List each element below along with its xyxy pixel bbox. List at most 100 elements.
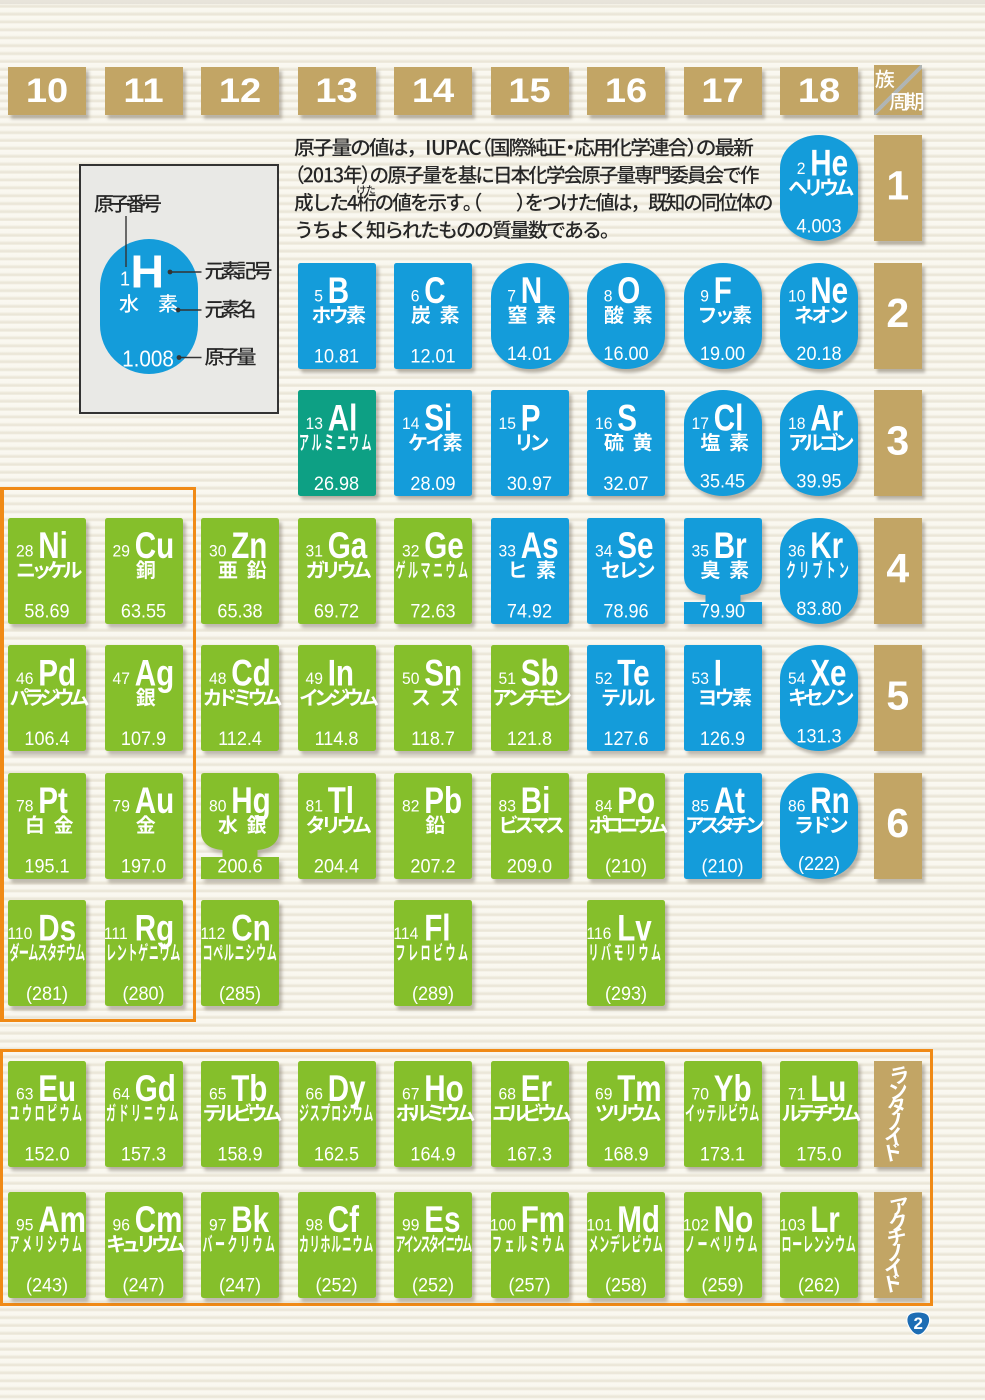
svg-text:13: 13 <box>315 71 357 110</box>
svg-text:164.9: 164.9 <box>410 1143 455 1165</box>
svg-text:49: 49 <box>306 670 323 688</box>
svg-text:Te: Te <box>617 653 649 694</box>
svg-text:107.9: 107.9 <box>121 728 166 750</box>
svg-text:127.6: 127.6 <box>603 728 648 750</box>
svg-text:Si: Si <box>424 398 452 439</box>
svg-text:29: 29 <box>113 542 130 560</box>
svg-text:16.00: 16.00 <box>603 343 648 365</box>
svg-text:Se: Se <box>617 526 653 567</box>
svg-text:152.0: 152.0 <box>24 1143 69 1165</box>
svg-text:69: 69 <box>595 1085 612 1103</box>
svg-text:(289): (289) <box>412 983 454 1005</box>
svg-text:67: 67 <box>402 1085 419 1103</box>
svg-text:34: 34 <box>595 542 612 560</box>
svg-text:28.09: 28.09 <box>410 473 455 495</box>
svg-text:Al: Al <box>328 398 358 439</box>
svg-text:12.01: 12.01 <box>410 345 455 367</box>
svg-text:18: 18 <box>788 415 805 433</box>
svg-text:65: 65 <box>209 1085 226 1103</box>
svg-text:63.55: 63.55 <box>121 600 166 622</box>
svg-text:Bi: Bi <box>521 781 551 822</box>
svg-text:12: 12 <box>219 71 261 110</box>
svg-text:H: H <box>131 246 165 298</box>
svg-text:15: 15 <box>499 415 516 433</box>
svg-text:110: 110 <box>7 925 32 943</box>
svg-text:(293): (293) <box>605 983 647 1005</box>
svg-text:(210): (210) <box>701 855 743 877</box>
svg-text:11: 11 <box>123 71 163 110</box>
svg-text:F: F <box>714 271 732 312</box>
svg-text:Lu: Lu <box>810 1069 846 1110</box>
svg-text:Br: Br <box>714 526 747 567</box>
svg-text:28: 28 <box>16 542 33 560</box>
svg-text:95: 95 <box>16 1216 33 1234</box>
svg-text:Ar: Ar <box>810 398 843 439</box>
svg-text:Au: Au <box>135 781 174 822</box>
svg-text:2: 2 <box>797 160 806 178</box>
svg-text:Ds: Ds <box>38 908 76 949</box>
svg-text:Zn: Zn <box>231 526 267 567</box>
svg-text:20.18: 20.18 <box>796 343 841 365</box>
svg-text:7: 7 <box>507 287 516 305</box>
svg-text:31: 31 <box>306 542 323 560</box>
svg-text:86: 86 <box>788 797 805 815</box>
svg-text:197.0: 197.0 <box>121 855 166 877</box>
svg-text:Sn: Sn <box>424 653 462 694</box>
svg-text:Dy: Dy <box>328 1069 366 1110</box>
svg-text:83.80: 83.80 <box>796 598 841 620</box>
svg-text:35: 35 <box>692 542 709 560</box>
svg-text:S: S <box>617 398 637 439</box>
svg-text:2: 2 <box>913 1314 922 1333</box>
svg-text:79.90: 79.90 <box>700 600 745 622</box>
svg-text:58.69: 58.69 <box>24 600 69 622</box>
svg-text:5: 5 <box>886 673 909 719</box>
svg-text:53: 53 <box>692 670 709 688</box>
svg-text:101: 101 <box>586 1216 612 1234</box>
svg-text:10: 10 <box>788 287 805 305</box>
svg-text:207.2: 207.2 <box>410 855 455 877</box>
svg-text:Cm: Cm <box>135 1200 183 1241</box>
svg-text:50: 50 <box>402 670 419 688</box>
svg-text:(285): (285) <box>219 983 261 1005</box>
svg-text:B: B <box>328 271 349 312</box>
svg-text:Ne: Ne <box>810 271 848 312</box>
svg-text:14.01: 14.01 <box>507 343 552 365</box>
svg-text:Lr: Lr <box>810 1200 840 1241</box>
svg-text:103: 103 <box>779 1216 805 1234</box>
svg-text:(280): (280) <box>122 983 164 1005</box>
svg-text:Rn: Rn <box>810 781 849 822</box>
svg-text:71: 71 <box>788 1085 805 1103</box>
svg-text:16: 16 <box>605 71 647 110</box>
svg-text:In: In <box>328 653 354 694</box>
svg-text:Pt: Pt <box>38 781 68 822</box>
svg-text:(252): (252) <box>315 1274 357 1296</box>
svg-text:Ag: Ag <box>135 653 174 694</box>
svg-text:1.008: 1.008 <box>122 345 174 371</box>
svg-text:Er: Er <box>521 1069 552 1110</box>
svg-text:Po: Po <box>617 781 655 822</box>
svg-text:26.98: 26.98 <box>314 473 359 495</box>
svg-text:121.8: 121.8 <box>507 728 552 750</box>
svg-text:9: 9 <box>700 287 709 305</box>
svg-text:65.38: 65.38 <box>217 600 262 622</box>
svg-text:80: 80 <box>209 797 226 815</box>
svg-text:74.92: 74.92 <box>507 600 552 622</box>
svg-text:82: 82 <box>402 797 419 815</box>
svg-text:2: 2 <box>886 290 909 336</box>
svg-text:78: 78 <box>16 797 33 815</box>
svg-text:66: 66 <box>306 1085 323 1103</box>
svg-text:14: 14 <box>402 415 419 433</box>
svg-text:99: 99 <box>402 1216 419 1234</box>
svg-text:126.9: 126.9 <box>700 728 745 750</box>
svg-text:(257): (257) <box>508 1274 550 1296</box>
svg-text:30: 30 <box>209 542 226 560</box>
svg-text:C: C <box>424 271 445 312</box>
svg-text:(258): (258) <box>605 1274 647 1296</box>
svg-text:(210): (210) <box>605 855 647 877</box>
svg-text:5: 5 <box>314 287 323 305</box>
svg-text:19.00: 19.00 <box>700 343 745 365</box>
svg-text:Eu: Eu <box>38 1069 76 1110</box>
svg-text:He: He <box>810 143 848 184</box>
svg-text:85: 85 <box>692 797 709 815</box>
svg-text:Kr: Kr <box>810 526 843 567</box>
